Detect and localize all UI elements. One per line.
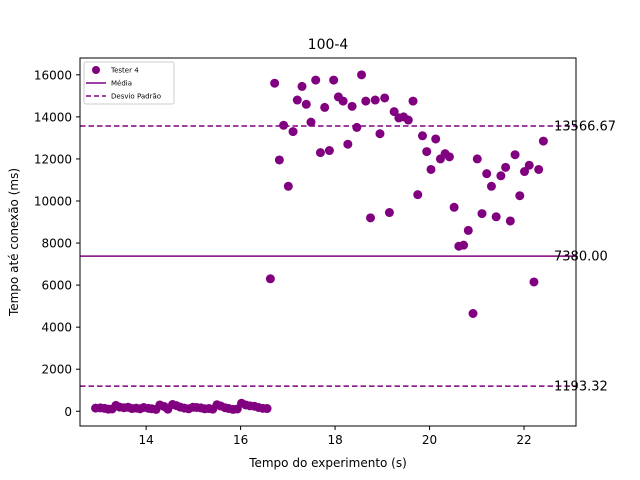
y-tick-label: 4000 (41, 321, 72, 335)
x-tick-label: 20 (422, 433, 437, 447)
x-axis: 14 16 18 20 22 (138, 426, 532, 447)
data-point (338, 96, 348, 106)
data-point (496, 171, 506, 181)
data-point (375, 129, 385, 139)
data-point (515, 191, 525, 201)
legend-label-tester: Tester 4 (110, 67, 139, 75)
data-points (91, 70, 548, 414)
data-point (361, 96, 371, 106)
reference-label-lower: 1193.32 (554, 380, 608, 395)
data-point (403, 115, 413, 125)
data-point (274, 155, 284, 165)
data-point (370, 95, 380, 105)
data-point (292, 95, 302, 105)
data-point (297, 81, 307, 91)
data-point (538, 136, 548, 146)
data-point (426, 164, 436, 174)
data-point (301, 99, 311, 109)
data-point (343, 139, 353, 149)
legend-marker-icon (92, 66, 100, 74)
y-tick-label: 2000 (41, 363, 72, 377)
reference-lines (80, 125, 576, 387)
data-point (482, 169, 492, 179)
legend: Tester 4 Média Desvio Padrão (83, 61, 175, 105)
plot-frame (79, 57, 577, 427)
y-tick-label: 16000 (34, 68, 72, 82)
legend-label-mean: Média (111, 80, 132, 88)
data-point (324, 146, 334, 156)
data-point (449, 202, 459, 212)
legend-frame (83, 61, 175, 105)
y-tick-label: 6000 (41, 279, 72, 293)
x-tick-label: 14 (138, 433, 153, 447)
data-point (315, 148, 325, 158)
data-point (491, 212, 501, 222)
y-tick-label: 0 (64, 405, 72, 419)
data-point (520, 167, 530, 177)
plot-area (80, 58, 576, 426)
data-point (417, 131, 427, 141)
data-point (384, 208, 394, 218)
data-point (306, 117, 316, 127)
y-axis: 0 2000 4000 6000 8000 10000 12000 14000 16000 (34, 68, 80, 419)
data-point (279, 120, 289, 130)
data-point (468, 308, 478, 318)
y-tick-label: 12000 (34, 152, 72, 166)
data-point (501, 162, 511, 172)
reference-line-labels: 13566.67 7380.00 1193.32 (554, 119, 616, 394)
data-point (413, 190, 423, 200)
data-point (380, 93, 390, 103)
x-tick-label: 16 (233, 433, 248, 447)
y-tick-label: 10000 (34, 194, 72, 208)
data-point (486, 181, 496, 191)
data-point (510, 150, 520, 160)
data-point (505, 216, 515, 226)
data-point (472, 154, 482, 164)
x-tick-label: 22 (516, 433, 531, 447)
data-point (288, 127, 298, 137)
legend-label-std: Desvio Padrão (111, 93, 161, 101)
y-tick-label: 8000 (41, 237, 72, 251)
data-point (463, 225, 473, 235)
x-axis-label: Tempo do experimento (s) (248, 456, 407, 470)
data-point (352, 122, 362, 132)
y-tick-label: 14000 (34, 110, 72, 124)
data-point (477, 209, 487, 219)
data-point (311, 75, 321, 85)
data-point (459, 240, 469, 250)
data-point (408, 96, 418, 106)
y-axis-label: Tempo até conexão (ms) (7, 168, 21, 317)
data-point (431, 134, 441, 144)
data-point (320, 102, 330, 112)
chart-title: 100-4 (308, 37, 349, 53)
data-point (283, 181, 293, 191)
data-point (262, 404, 272, 414)
data-point (389, 107, 399, 117)
data-point (347, 101, 357, 111)
data-point (270, 78, 280, 88)
data-point (329, 75, 339, 85)
data-point (529, 277, 539, 287)
data-point (357, 70, 367, 80)
data-point (265, 274, 275, 284)
data-point (534, 164, 544, 174)
reference-label-upper: 13566.67 (554, 119, 616, 134)
data-point (422, 147, 432, 157)
x-tick-label: 18 (327, 433, 342, 447)
data-point (366, 213, 376, 223)
data-point (524, 160, 534, 170)
data-point (444, 152, 454, 162)
reference-label-mean: 7380.00 (554, 250, 608, 265)
